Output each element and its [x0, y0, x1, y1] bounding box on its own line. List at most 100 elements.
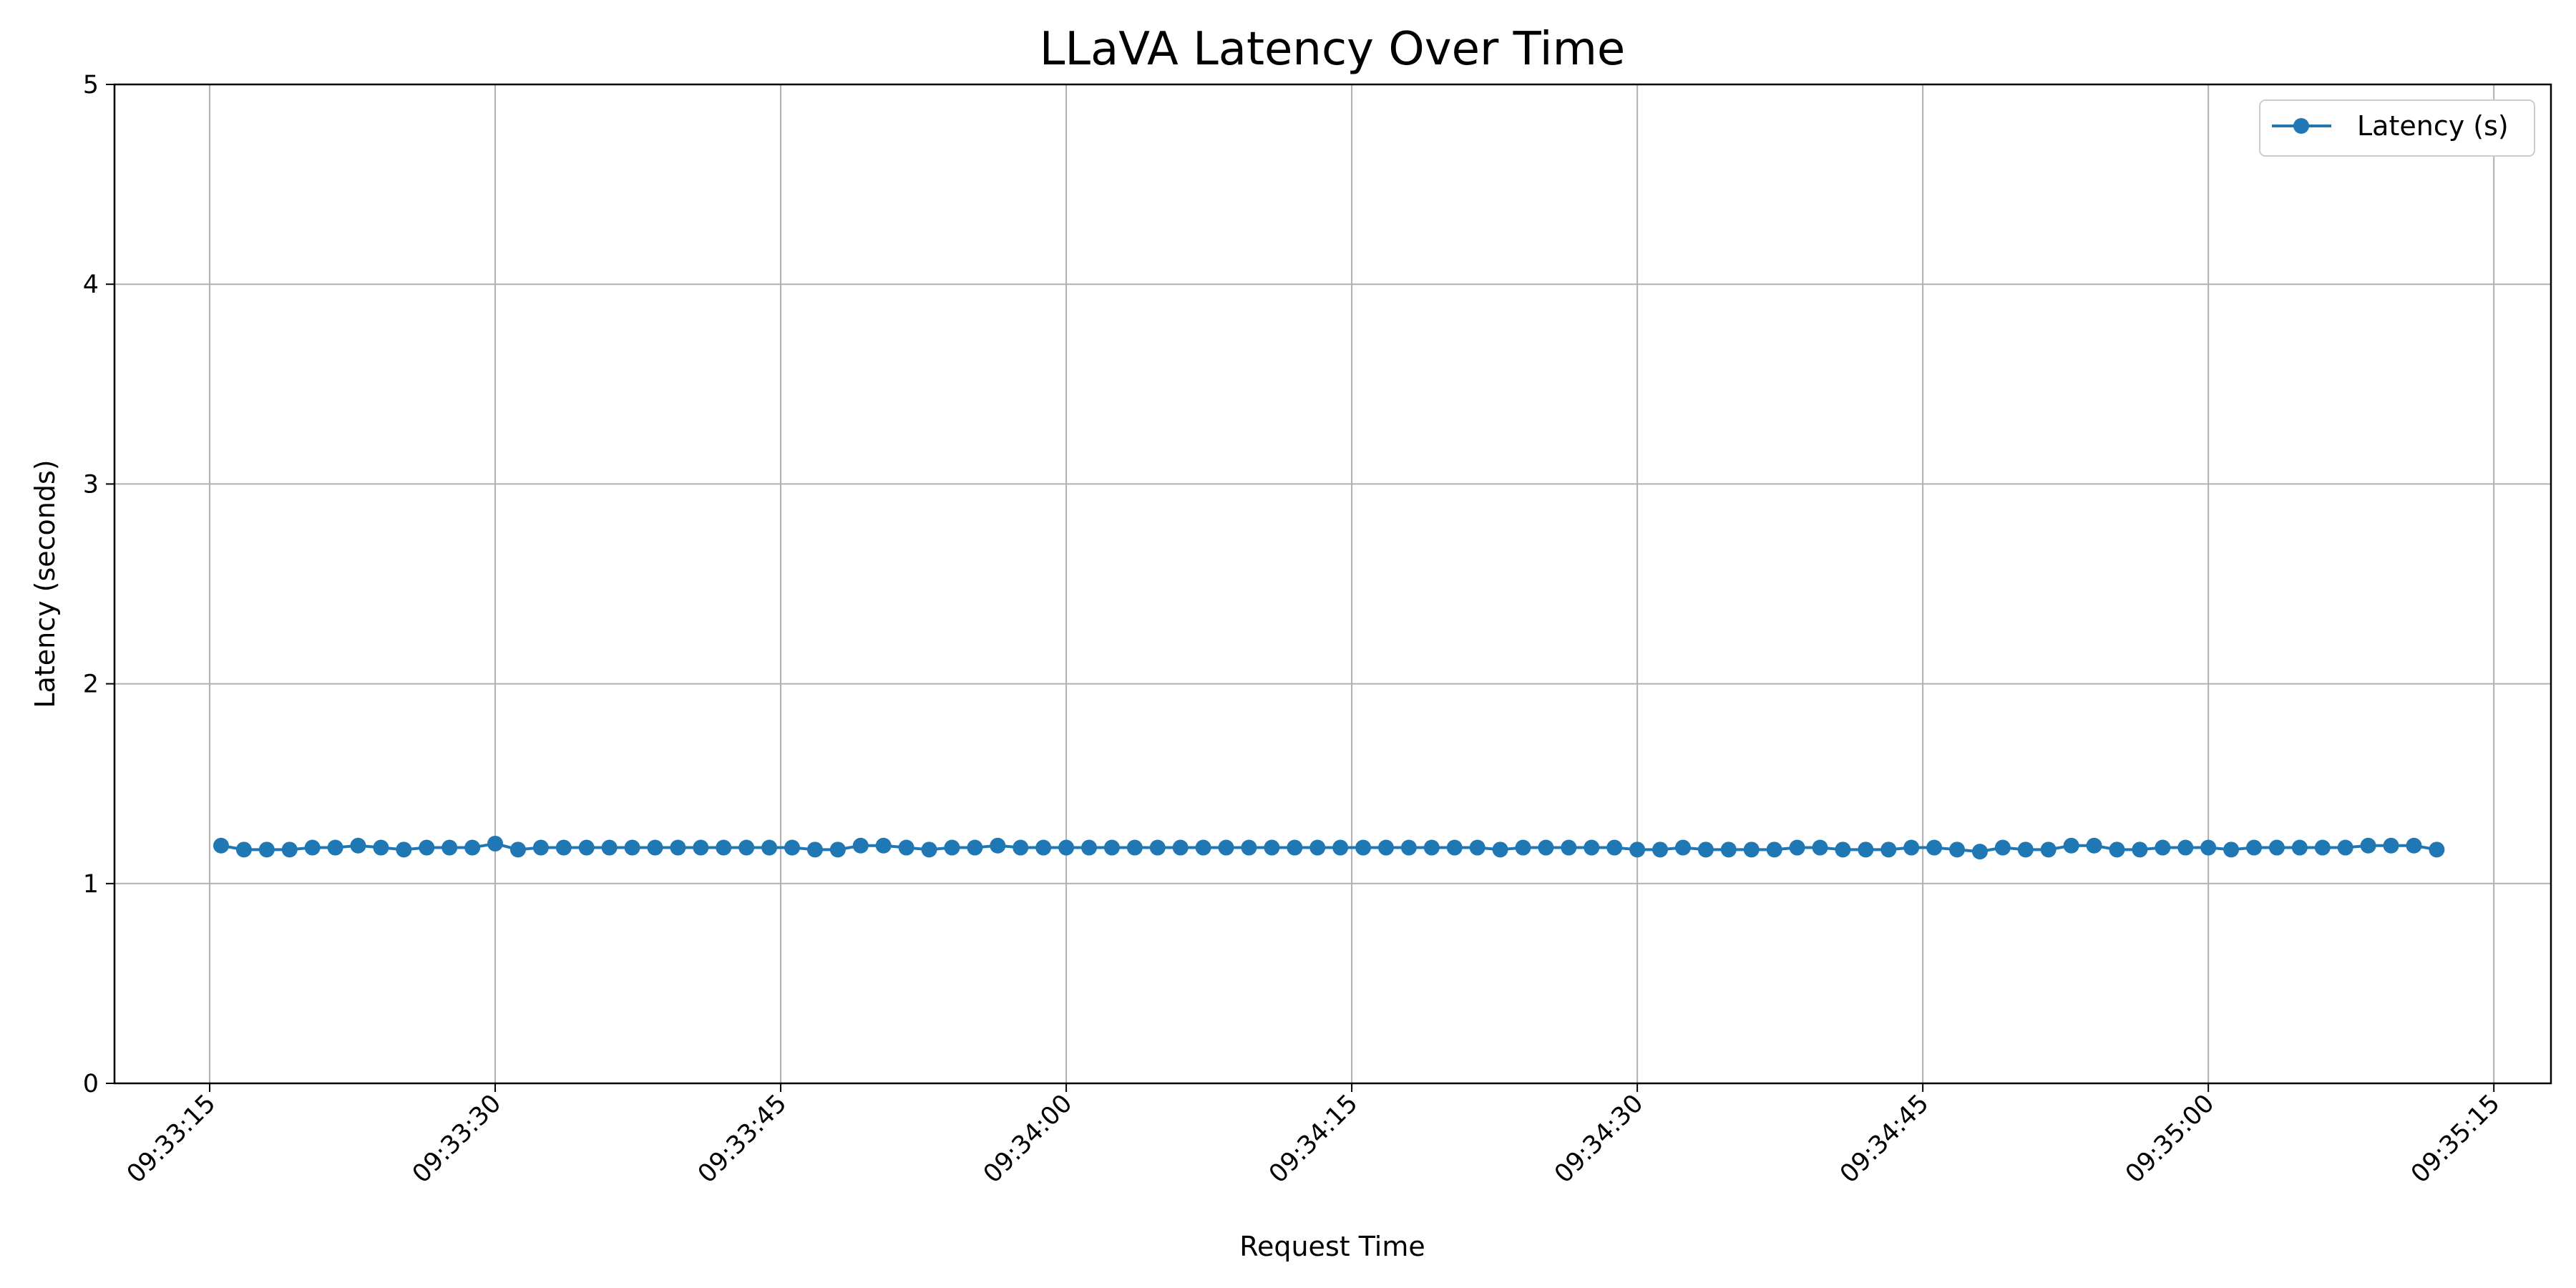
data-point	[1241, 839, 1257, 856]
y-tick-label: 0	[83, 1070, 99, 1098]
data-point	[2086, 837, 2102, 854]
data-point	[1172, 839, 1189, 856]
data-point	[1674, 839, 1691, 856]
y-tick-label: 2	[83, 670, 99, 699]
data-point	[2223, 841, 2240, 858]
data-point	[1720, 841, 1737, 858]
data-point	[1766, 841, 1782, 858]
data-point	[1949, 841, 1966, 858]
data-point	[784, 839, 801, 856]
data-point	[532, 839, 549, 856]
data-point	[1264, 839, 1280, 856]
data-point	[487, 835, 504, 852]
data-point	[1971, 844, 1988, 860]
data-point	[921, 841, 937, 858]
data-point	[373, 839, 389, 856]
data-point	[601, 839, 618, 856]
data-point	[647, 839, 663, 856]
data-point	[1812, 839, 1828, 856]
legend-marker-swatch	[2293, 118, 2309, 134]
data-point	[2155, 839, 2171, 856]
data-point	[944, 839, 960, 856]
data-point	[464, 839, 481, 856]
data-point	[2246, 839, 2263, 856]
data-point	[1858, 841, 1874, 858]
data-point	[1743, 841, 1760, 858]
data-point	[875, 837, 892, 854]
y-tick-label: 5	[83, 71, 99, 99]
data-point	[2017, 841, 2034, 858]
data-point	[1218, 839, 1234, 856]
data-point	[1880, 841, 1897, 858]
data-point	[624, 839, 640, 856]
data-point	[738, 839, 755, 856]
data-point	[1561, 839, 1577, 856]
x-axis-label: Request Time	[1239, 1231, 1425, 1262]
data-point	[2200, 839, 2217, 856]
data-point	[258, 841, 275, 858]
data-point	[2360, 837, 2376, 854]
data-point	[2291, 839, 2308, 856]
y-tick-label: 1	[83, 870, 99, 899]
data-point	[1835, 841, 1851, 858]
data-point	[1606, 839, 1623, 856]
data-point	[1103, 839, 1120, 856]
data-point	[2132, 841, 2148, 858]
data-point	[1446, 839, 1463, 856]
data-point	[509, 841, 526, 858]
data-point	[1149, 839, 1166, 856]
data-point	[1355, 839, 1372, 856]
data-point	[350, 837, 366, 854]
data-point	[2406, 837, 2422, 854]
chart-title: LLaVA Latency Over Time	[1040, 23, 1626, 76]
data-point	[555, 839, 572, 856]
data-point	[1584, 839, 1600, 856]
data-point	[419, 839, 435, 856]
data-point	[670, 839, 686, 856]
data-point	[1013, 839, 1029, 856]
data-point	[2109, 841, 2125, 858]
data-point	[1287, 839, 1303, 856]
data-point	[396, 841, 412, 858]
data-point	[898, 839, 914, 856]
data-point	[829, 841, 846, 858]
data-point	[2063, 837, 2079, 854]
data-point	[2429, 841, 2445, 858]
data-point	[1081, 839, 1097, 856]
data-point	[1423, 839, 1440, 856]
data-point	[2177, 839, 2194, 856]
data-point	[1400, 839, 1417, 856]
data-point	[235, 841, 252, 858]
data-point	[304, 839, 321, 856]
data-point	[578, 839, 595, 856]
data-point	[2383, 837, 2399, 854]
data-point	[441, 839, 458, 856]
legend-box	[2259, 99, 2535, 157]
data-point	[967, 839, 983, 856]
data-point	[1309, 839, 1326, 856]
y-axis-label: Latency (seconds)	[29, 459, 61, 708]
data-point	[1629, 841, 1646, 858]
data-point	[1926, 839, 1943, 856]
data-point	[1652, 841, 1669, 858]
data-point	[2314, 839, 2331, 856]
y-tick-label: 4	[83, 270, 99, 299]
data-point	[1994, 839, 2011, 856]
data-point	[1195, 839, 1211, 856]
data-point	[327, 839, 343, 856]
data-point	[2268, 839, 2285, 856]
data-point	[1515, 839, 1531, 856]
data-point	[2040, 841, 2057, 858]
data-point	[1126, 839, 1143, 856]
plot-area	[113, 83, 2552, 1085]
data-point	[281, 841, 298, 858]
data-point	[2337, 839, 2353, 856]
plot-data	[213, 835, 2445, 860]
data-point	[806, 841, 823, 858]
data-point	[761, 839, 778, 856]
data-point	[213, 837, 229, 854]
data-point	[1903, 839, 1920, 856]
data-point	[693, 839, 709, 856]
data-point	[1492, 841, 1508, 858]
